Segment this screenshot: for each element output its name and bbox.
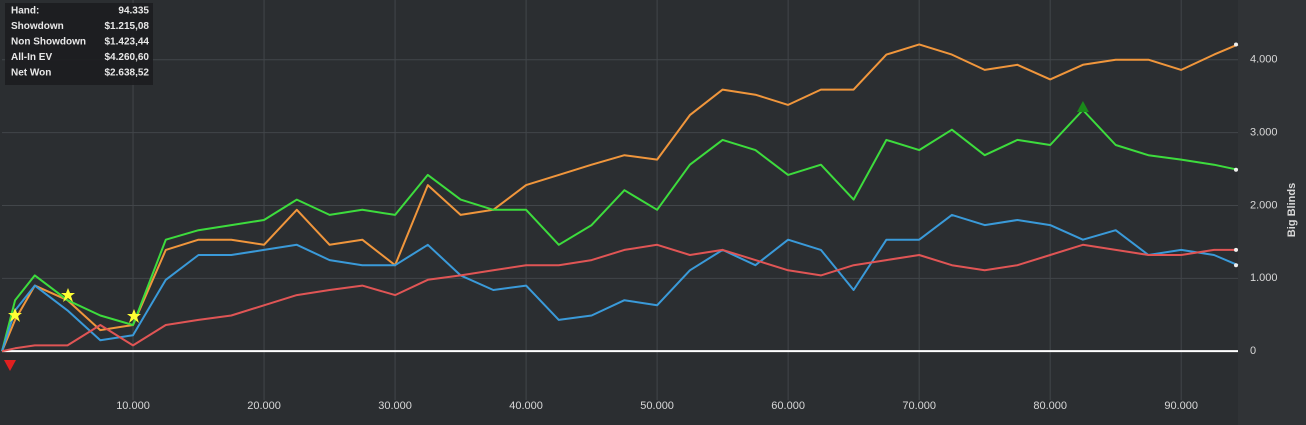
y-tick-label: 4.000 — [1250, 54, 1278, 66]
stat-value: $1.423,44 — [105, 37, 150, 48]
stat-label: Net Won — [11, 68, 51, 79]
stats-box: Hand: 94.335 Showdown $1.215,08 Non Showdown… — [5, 3, 153, 85]
y-tick-label: 2.000 — [1250, 199, 1278, 211]
down-triangle — [4, 360, 16, 371]
end-dot — [1234, 167, 1238, 172]
x-tick-label: 90.000 — [1164, 400, 1198, 412]
x-tick-label: 40.000 — [509, 400, 543, 412]
series-line — [1, 109, 1239, 352]
star-marker — [8, 308, 22, 322]
x-tick-label: 10.000 — [116, 400, 150, 412]
stat-value: $2.638,52 — [105, 68, 150, 79]
x-tick-label: 60.000 — [771, 400, 805, 412]
stat-value: $4.260,60 — [105, 52, 150, 63]
stat-value: $1.215,08 — [105, 21, 150, 32]
x-tick-label: 50.000 — [640, 400, 674, 412]
end-dot — [1234, 247, 1238, 252]
star-marker — [127, 309, 141, 323]
series-line — [1, 243, 1238, 353]
series-line — [1, 43, 1239, 352]
y-tick-label: 0 — [1250, 345, 1256, 357]
x-tick-label: 30.000 — [378, 400, 412, 412]
stat-label: Showdown — [11, 21, 64, 32]
end-dot — [1234, 42, 1238, 47]
stat-value: 94.335 — [118, 6, 149, 17]
lines — [1, 42, 1239, 353]
axis-panel — [1238, 0, 1306, 425]
star-marker — [61, 288, 75, 302]
x-tick-label: 80.000 — [1033, 400, 1067, 412]
series-line — [1, 213, 1239, 352]
up-triangle — [1076, 101, 1089, 113]
stat-label: Hand: — [11, 6, 39, 17]
markers — [4, 288, 141, 371]
y-tick-label: 1.000 — [1250, 272, 1278, 284]
grid — [2, 0, 1238, 400]
x-tick-label: 20.000 — [247, 400, 281, 412]
x-tick-label: 70.000 — [902, 400, 936, 412]
y-axis-label: Big Blinds — [1286, 183, 1298, 237]
stat-label: Non Showdown — [11, 37, 86, 48]
end-dot — [1234, 263, 1238, 268]
stat-label: All-In EV — [11, 52, 52, 63]
stats-background — [5, 3, 153, 85]
y-tick-label: 3.000 — [1250, 127, 1278, 139]
